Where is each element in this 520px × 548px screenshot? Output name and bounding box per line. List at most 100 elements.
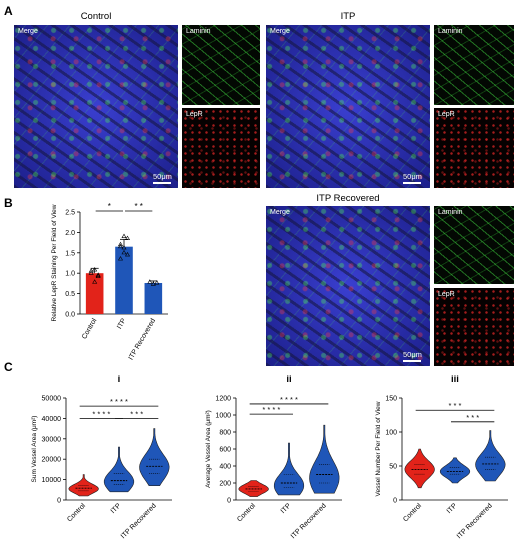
violin-itp-recovered bbox=[475, 430, 506, 482]
y-tick-label: 0 bbox=[57, 498, 61, 505]
y-tick-label: 10000 bbox=[42, 477, 62, 484]
data-point bbox=[92, 267, 98, 272]
violin-itp bbox=[273, 442, 305, 496]
x-tick-label: Control bbox=[236, 502, 257, 523]
y-tick-label: 50000 bbox=[42, 396, 62, 403]
violin-control bbox=[404, 448, 435, 489]
panel-label-a: A bbox=[4, 4, 13, 18]
violin-control bbox=[238, 480, 269, 497]
data-point bbox=[154, 280, 160, 285]
x-tick-label: ITP Recovered bbox=[120, 502, 158, 540]
y-axis-label: Relative LepR Staining Per Field of View bbox=[51, 204, 58, 321]
itp-merge-image: Merge 50μm bbox=[266, 25, 430, 188]
y-tick-label: 40000 bbox=[42, 416, 62, 423]
significance-label: * * * * bbox=[262, 405, 280, 414]
data-point bbox=[124, 235, 131, 241]
y-axis-label: Average Vessel Area (μm²) bbox=[205, 410, 212, 488]
x-tick-label: Control bbox=[402, 502, 423, 523]
control-scale-bar: 50μm bbox=[153, 172, 172, 184]
y-tick-label: 0.5 bbox=[65, 291, 75, 298]
itp-title: ITP bbox=[340, 11, 356, 22]
itp-lepr-label: LepR bbox=[438, 111, 455, 118]
x-tick-label: ITP bbox=[116, 317, 128, 330]
y-tick-label: 800 bbox=[219, 430, 231, 437]
control-laminin-image: Laminin bbox=[182, 25, 260, 105]
data-point bbox=[95, 273, 101, 278]
y-tick-label: 1000 bbox=[215, 413, 231, 420]
y-tick-label: 30000 bbox=[42, 436, 62, 443]
significance-label: * * * * bbox=[280, 395, 298, 404]
sub-panel-label: ii bbox=[286, 374, 291, 385]
data-point bbox=[117, 241, 124, 247]
itp-merge-label: Merge bbox=[270, 28, 290, 35]
data-point bbox=[92, 279, 98, 284]
control-lepr-label: LepR bbox=[186, 111, 203, 118]
y-tick-label: 100 bbox=[385, 430, 397, 437]
x-tick-label: ITP bbox=[446, 502, 459, 515]
bar-itp bbox=[115, 246, 133, 314]
x-tick-label: Control bbox=[81, 317, 99, 340]
violin-itp-recovered bbox=[309, 424, 340, 494]
y-tick-label: 0 bbox=[227, 498, 231, 505]
significance-label: * * * bbox=[449, 401, 462, 410]
control-merge-image: Merge 50μm bbox=[14, 25, 178, 188]
panel-label-b: B bbox=[4, 196, 13, 210]
y-tick-label: 1.0 bbox=[65, 271, 75, 278]
recovered-lepr-image: LepR bbox=[434, 288, 514, 366]
y-tick-label: 0 bbox=[393, 498, 397, 505]
sub-panel-label: i bbox=[118, 374, 121, 385]
y-axis-label: Vessel Number Per Field of View bbox=[375, 401, 382, 496]
significance-label: * bbox=[108, 202, 111, 211]
x-tick-label: ITP Recovered bbox=[290, 502, 328, 540]
sum-vessel-area-violin: i 0 10000 20000 30000 40000 50000 Sum Vessel Ar… bbox=[31, 374, 172, 540]
x-tick-label: Control bbox=[66, 502, 87, 523]
violin-control bbox=[68, 474, 99, 497]
recovered-laminin-label: Laminin bbox=[438, 209, 463, 216]
data-point bbox=[121, 233, 127, 238]
x-tick-label: ITP bbox=[110, 502, 123, 515]
y-tick-label: 1.5 bbox=[65, 250, 75, 257]
y-tick-label: 0.0 bbox=[65, 312, 75, 319]
bar-control bbox=[85, 273, 104, 314]
recovered-lepr-label: LepR bbox=[438, 291, 455, 298]
data-point bbox=[88, 268, 94, 273]
y-tick-label: 200 bbox=[219, 481, 231, 488]
y-tick-label: 150 bbox=[385, 396, 397, 403]
itp-scale-bar: 50μm bbox=[403, 172, 422, 184]
recovered-laminin-image: Laminin bbox=[434, 206, 514, 284]
itp-laminin-label: Laminin bbox=[438, 28, 463, 35]
itp-lepr-image: LepR bbox=[434, 108, 514, 188]
recovered-scale-bar: 50μm bbox=[403, 350, 422, 362]
y-tick-label: 1200 bbox=[215, 396, 231, 403]
panel-label-c: C bbox=[4, 360, 13, 374]
y-tick-label: 2.0 bbox=[65, 230, 75, 237]
significance-label: * * * * bbox=[110, 397, 128, 406]
significance-label: * * * bbox=[130, 409, 143, 418]
y-tick-label: 400 bbox=[219, 464, 231, 471]
data-point bbox=[150, 281, 156, 286]
y-tick-label: 2.5 bbox=[65, 210, 75, 217]
recovered-merge-label: Merge bbox=[270, 209, 290, 216]
sub-panel-label: iii bbox=[451, 374, 459, 385]
data-point bbox=[121, 244, 127, 250]
itp-laminin-image: Laminin bbox=[434, 25, 514, 105]
x-tick-label: ITP Recovered bbox=[128, 317, 157, 361]
data-point bbox=[95, 272, 101, 277]
significance-label: * * * * bbox=[92, 409, 110, 418]
data-point bbox=[121, 249, 127, 255]
data-point bbox=[124, 251, 131, 257]
violin-itp-recovered bbox=[139, 428, 170, 486]
data-point bbox=[117, 256, 124, 261]
recovered-title: ITP Recovered bbox=[316, 193, 380, 204]
x-tick-label: ITP Recovered bbox=[456, 502, 494, 540]
significance-label: * * bbox=[134, 202, 142, 211]
y-tick-label: 600 bbox=[219, 447, 231, 454]
x-tick-label: ITP bbox=[280, 502, 293, 515]
lepr-bar-chart: 0.0 0.5 1.0 1.5 2.0 2.5 Relative LepR Staining… bbox=[51, 202, 168, 361]
control-title: Control bbox=[80, 11, 112, 22]
y-tick-label: 20000 bbox=[42, 457, 62, 464]
bar-itp-recovered bbox=[144, 282, 163, 314]
control-merge-label: Merge bbox=[18, 28, 38, 35]
